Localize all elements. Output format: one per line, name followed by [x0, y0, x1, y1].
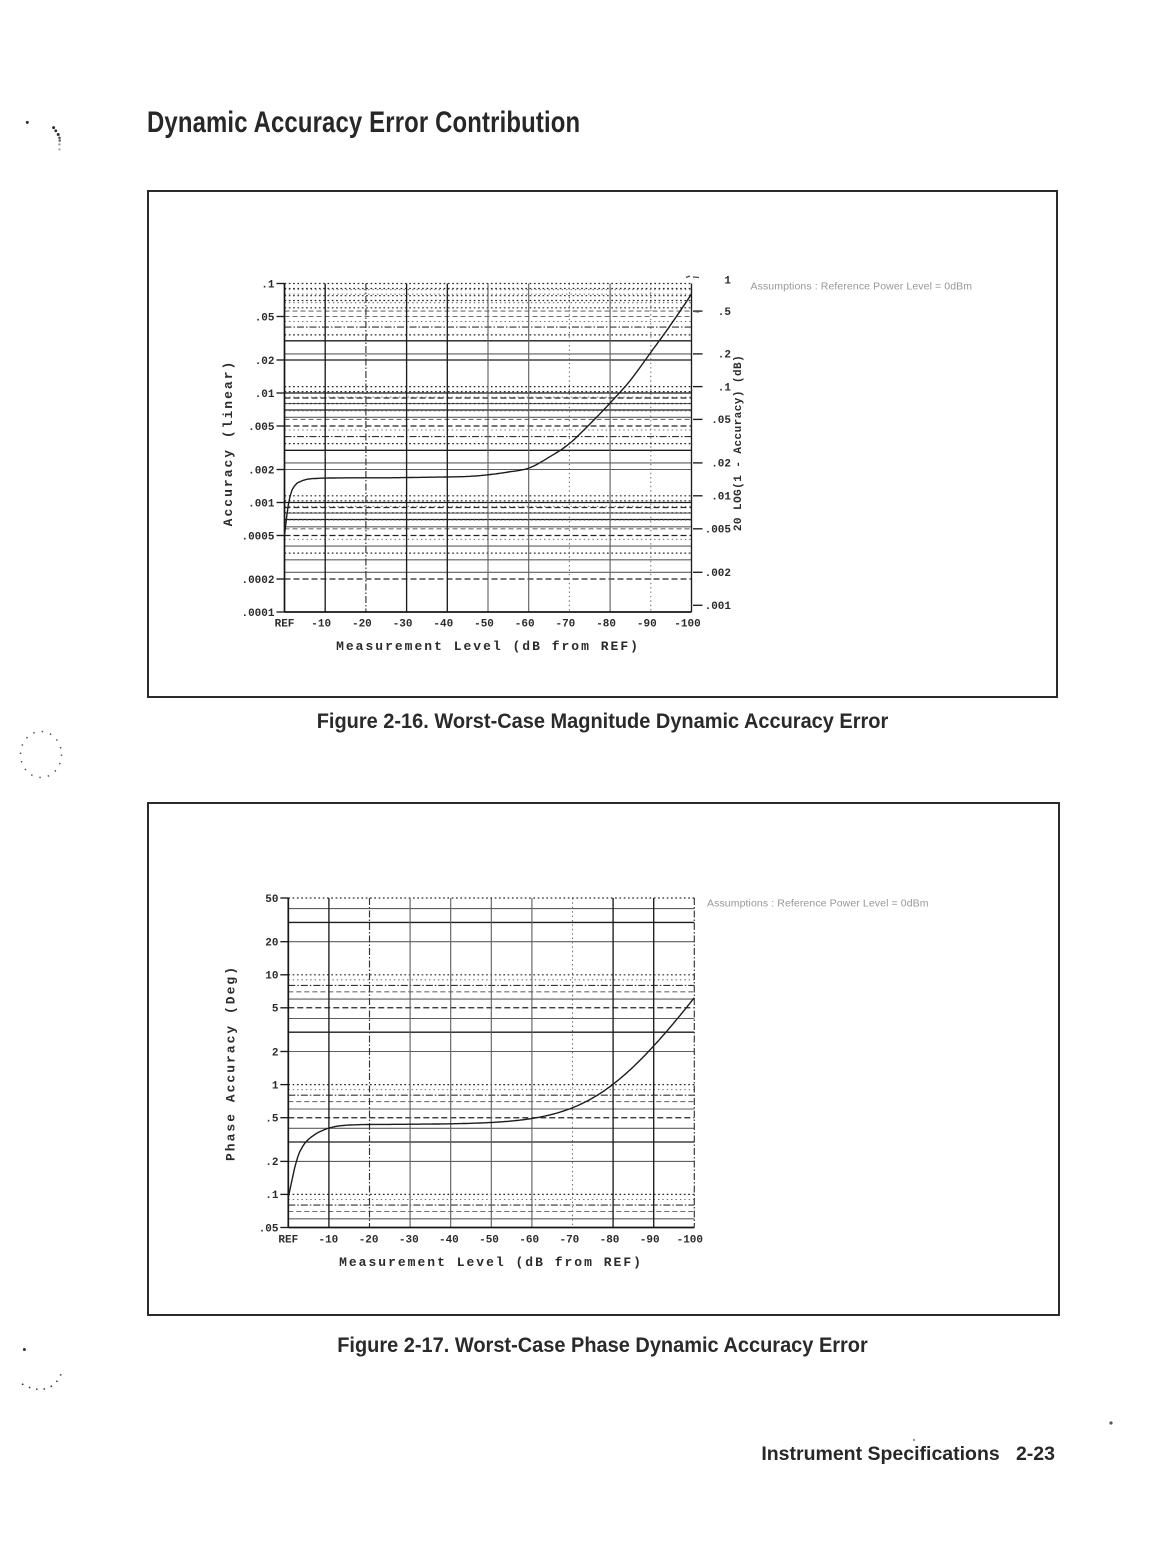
svg-text:-80: -80 — [600, 1235, 620, 1247]
svg-text:1: 1 — [272, 1080, 279, 1092]
svg-text:.001: .001 — [248, 498, 275, 510]
svg-text:Assumptions : Reference Power: Assumptions : Reference Power Level = 0d… — [707, 898, 929, 910]
svg-text:-40: -40 — [439, 1235, 459, 1247]
svg-text:.2: .2 — [718, 350, 731, 362]
svg-text:.05: .05 — [259, 1223, 279, 1235]
svg-text:Measurement Level (dB from REF: Measurement Level (dB from REF) — [336, 639, 640, 654]
svg-text:-70: -70 — [559, 1235, 579, 1247]
svg-text:Assumptions : Reference Power: Assumptions : Reference Power Level = 0d… — [751, 281, 973, 293]
svg-text:Measurement Level (dB from REF: Measurement Level (dB from REF) — [339, 1255, 643, 1270]
svg-text:-40: -40 — [433, 619, 453, 631]
svg-text:.05: .05 — [255, 312, 275, 324]
svg-text:2: 2 — [272, 1047, 279, 1059]
svg-text:-90: -90 — [640, 1235, 660, 1247]
svg-text:-30: -30 — [393, 619, 413, 631]
svg-text:.01: .01 — [255, 389, 275, 401]
svg-text:20 LOG(1 - Accuracy) (dB): 20 LOG(1 - Accuracy) (dB) — [733, 355, 745, 531]
svg-text:-10: -10 — [318, 1235, 338, 1247]
svg-text:.005: .005 — [705, 525, 732, 537]
svg-text:.1: .1 — [261, 279, 275, 291]
svg-text:-80: -80 — [596, 619, 616, 631]
svg-text:.02: .02 — [255, 356, 275, 368]
svg-text:.001: .001 — [705, 601, 732, 613]
svg-text:20: 20 — [265, 938, 278, 950]
svg-text:1: 1 — [724, 275, 731, 287]
svg-text:.02: .02 — [711, 459, 731, 471]
svg-text:.005: .005 — [248, 422, 275, 434]
svg-text:10: 10 — [265, 971, 278, 983]
svg-text:.05: .05 — [711, 415, 731, 427]
svg-text:.1: .1 — [265, 1190, 279, 1202]
svg-text:REF: REF — [278, 1235, 298, 1247]
svg-text:-70: -70 — [555, 619, 575, 631]
svg-text:-20: -20 — [359, 1235, 379, 1247]
svg-text:.0001: .0001 — [241, 608, 274, 620]
svg-text:.002: .002 — [705, 568, 731, 580]
svg-text:-50: -50 — [479, 1235, 499, 1247]
svg-text:-30: -30 — [399, 1235, 419, 1247]
svg-text:5: 5 — [272, 1004, 279, 1016]
svg-text:.5: .5 — [718, 307, 732, 319]
svg-text:-90: -90 — [637, 619, 657, 631]
svg-text:-60: -60 — [515, 619, 535, 631]
svg-text:.0002: .0002 — [241, 575, 274, 587]
svg-text:Accuracy (linear): Accuracy (linear) — [221, 360, 236, 527]
svg-text:Phase Accuracy (Deg): Phase Accuracy (Deg) — [224, 965, 239, 1161]
svg-text:.1: .1 — [718, 382, 732, 394]
svg-text:.0005: .0005 — [241, 531, 274, 543]
svg-text:-50: -50 — [474, 619, 494, 631]
svg-text:.5: .5 — [265, 1114, 279, 1126]
svg-text:REF: REF — [275, 619, 295, 631]
svg-text:.002: .002 — [248, 465, 274, 477]
svg-text:-100: -100 — [677, 1235, 703, 1247]
svg-text:-20: -20 — [352, 619, 372, 631]
svg-text:-60: -60 — [519, 1235, 539, 1247]
svg-text:50: 50 — [265, 894, 278, 906]
svg-text:-100: -100 — [674, 619, 700, 631]
svg-text:-10: -10 — [311, 619, 331, 631]
svg-text:.01: .01 — [711, 492, 731, 504]
svg-text:.2: .2 — [265, 1157, 278, 1169]
